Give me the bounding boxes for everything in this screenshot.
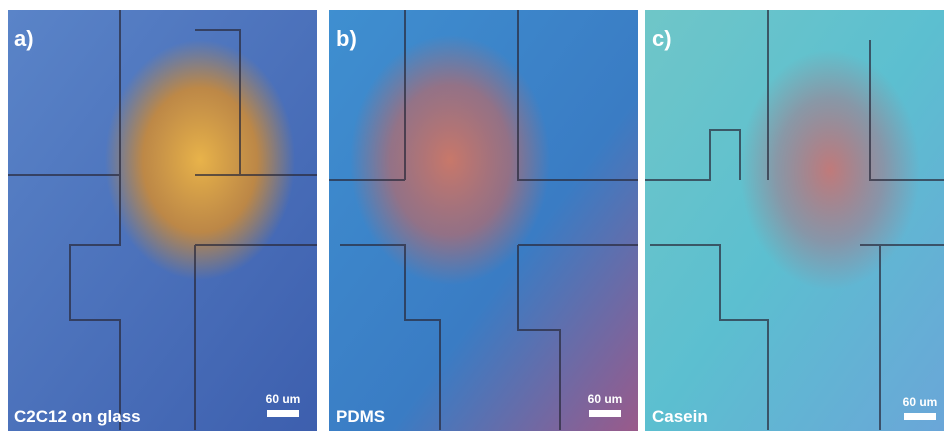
scale-label: 60 um <box>588 392 623 406</box>
panel-b: b) PDMS 60 um <box>329 10 638 431</box>
scale-bar <box>904 413 936 420</box>
panel-label: c) <box>652 26 672 51</box>
scale-label: 60 um <box>266 392 301 406</box>
panel-a: a) C2C12 on glass 60 um <box>8 10 317 431</box>
cell-cluster <box>350 35 550 285</box>
caption: C2C12 on glass <box>14 407 141 426</box>
scale-label: 60 um <box>903 395 938 409</box>
panel-label: b) <box>336 26 357 51</box>
caption: Casein <box>652 407 708 426</box>
scale-bar <box>589 410 621 417</box>
scale-bar <box>267 410 299 417</box>
figure: a) C2C12 on glass 60 um b) PDMS 60 um c)… <box>0 0 945 433</box>
caption: PDMS <box>336 407 385 426</box>
panel-label: a) <box>14 26 34 51</box>
panel-c: c) Casein 60 um <box>645 10 944 431</box>
